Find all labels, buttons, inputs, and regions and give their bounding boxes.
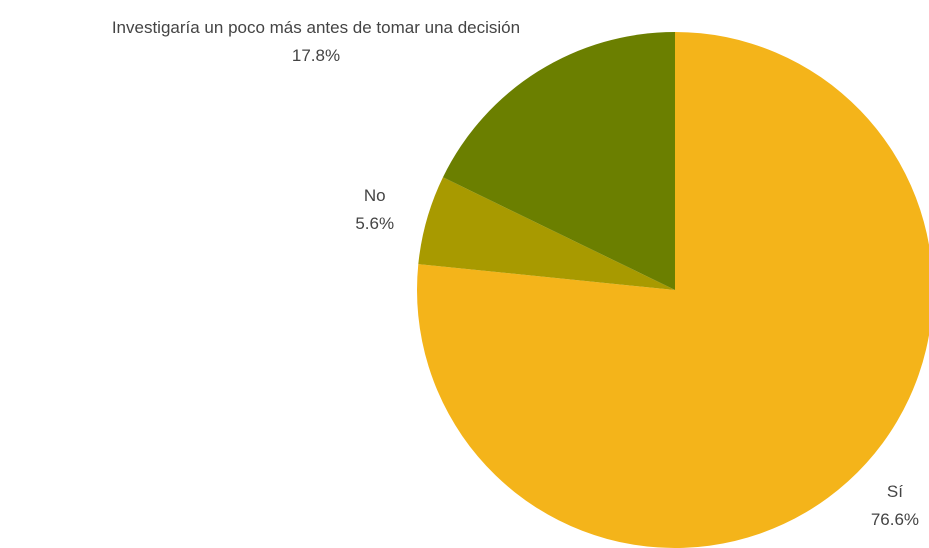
pie-slice <box>442 32 675 290</box>
slice-value-label: 5.6% <box>355 214 394 233</box>
slice-value-label: 76.6% <box>871 510 919 529</box>
slice-value-label: 17.8% <box>292 46 340 65</box>
slice-label: No <box>364 186 386 205</box>
pie-slice <box>418 177 675 290</box>
pie-slice <box>417 32 929 548</box>
slice-label: Sí <box>887 482 903 501</box>
slice-label: Investigaría un poco más antes de tomar … <box>112 18 520 37</box>
